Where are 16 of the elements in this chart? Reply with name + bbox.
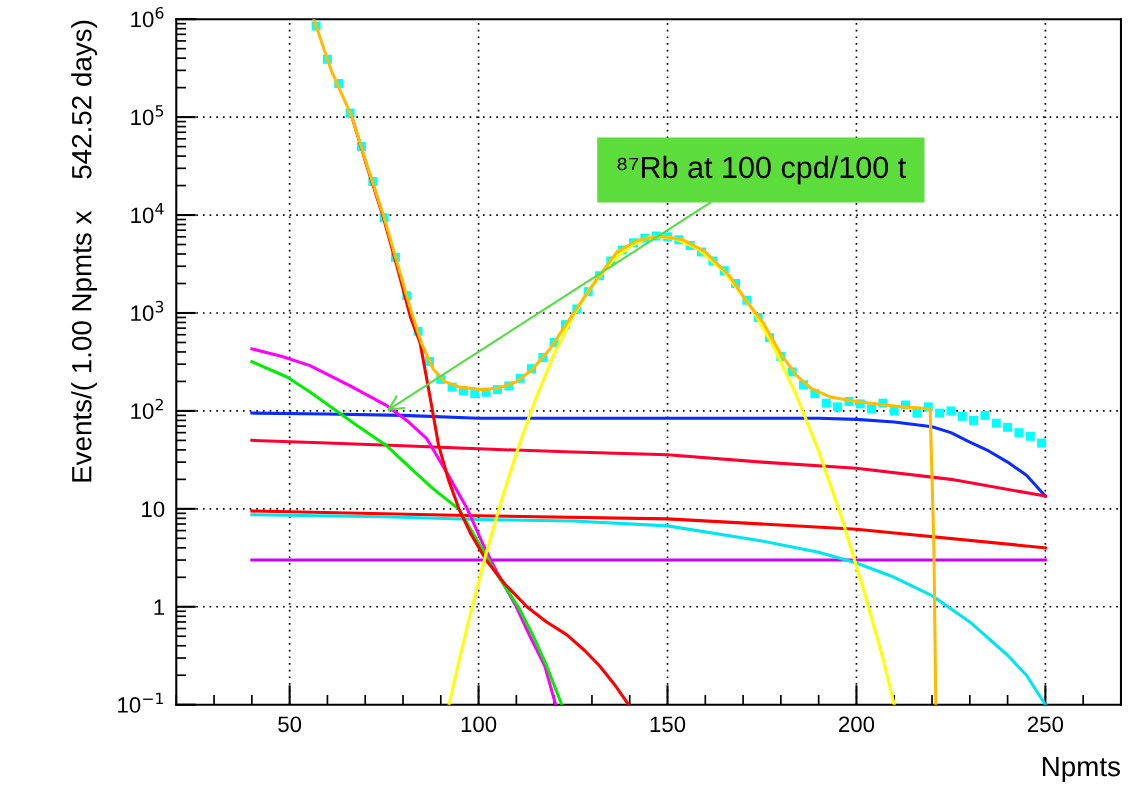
x-tick-label: 250 — [1027, 716, 1064, 733]
x-axis-title: Npmts — [1042, 757, 1120, 782]
annotation: ⁸⁷Rb at 100 cpd/100 t — [617, 155, 906, 185]
y-axis-title: Events/( 1.00 Npmts x 542.52 days) — [71, 20, 98, 482]
y-tick-label: 10$^{4}$ — [131, 203, 164, 224]
y-tick-label: 10$^{5}$ — [131, 105, 164, 126]
x-tick-label: 50 — [278, 716, 302, 733]
x-tick-label: 200 — [839, 716, 875, 733]
x-tick-label: 150 — [650, 716, 686, 733]
y-tick-label: 10 — [142, 501, 165, 518]
x-tick-label: 100 — [461, 716, 497, 733]
y-tick-label: 10$^{2}$ — [131, 398, 163, 420]
y-tick-label: 10$^{3}$ — [131, 300, 164, 322]
y-tick-label: 10$^{−1}$ — [118, 692, 163, 713]
y-tick-label: 10$^{6}$ — [131, 7, 164, 28]
y-tick-label: 1 — [154, 599, 165, 615]
